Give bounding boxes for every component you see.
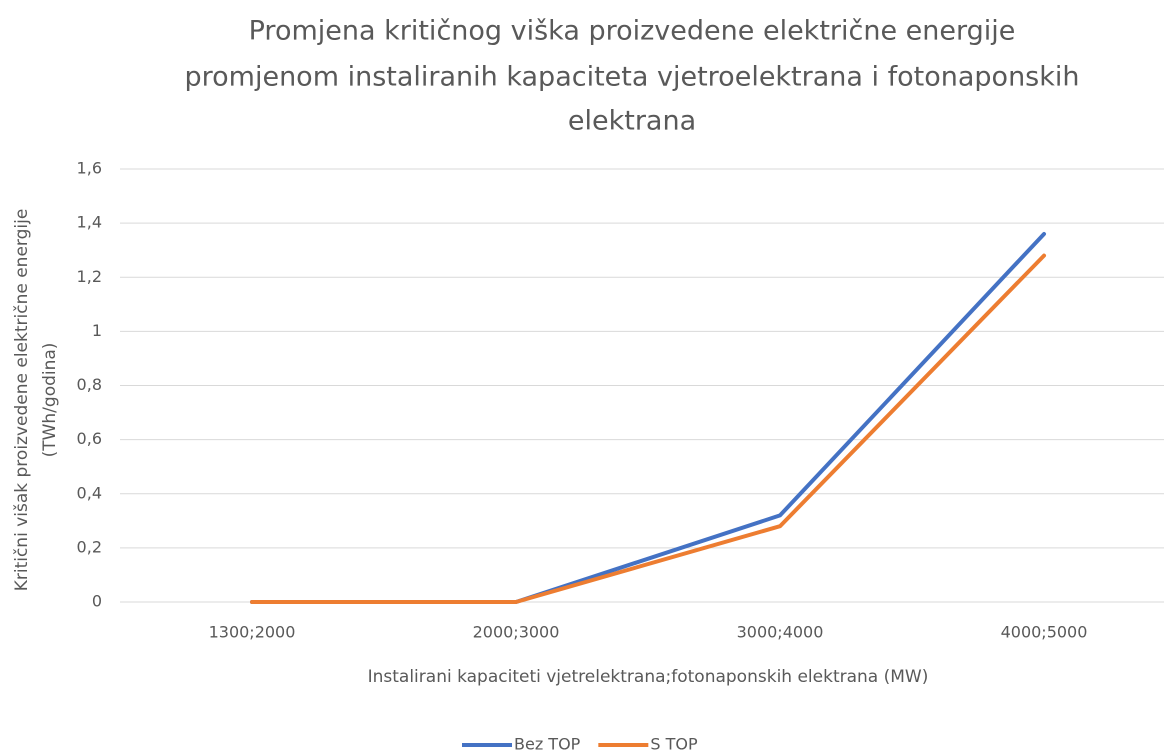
y-tick-label: 0,2 (77, 537, 102, 556)
y-tick-label: 0,4 (77, 483, 102, 502)
x-tick-label: 4000;5000 (1001, 623, 1088, 642)
legend-label: Bez TOP (514, 735, 581, 752)
y-tick-label: 0 (92, 592, 102, 611)
data-line (250, 253, 1046, 604)
y-tick-label: 1,4 (77, 213, 102, 232)
x-tick-label: 3000;4000 (737, 623, 824, 642)
y-tick-label: 1 (92, 321, 102, 340)
y-axis-title: Kritični višak proizvedene električne en… (12, 209, 32, 592)
chart-title: elektrana (568, 106, 696, 137)
y-tick-label: 0,8 (77, 375, 102, 394)
y-tick-label: 0,6 (77, 429, 102, 448)
chart-title: Promjena kritičnog viška proizvedene ele… (249, 16, 1016, 47)
x-axis-title: Instalirani kapaciteti vjetrelektrana;fo… (368, 667, 929, 687)
data-line (250, 231, 1046, 604)
x-tick-label: 2000;3000 (473, 623, 560, 642)
chart-title: promjenom instaliranih kapaciteta vjetro… (184, 62, 1079, 93)
y-tick-label: 1,6 (77, 159, 102, 178)
y-tick-label: 1,2 (77, 267, 102, 286)
x-tick-label: 1300;2000 (209, 623, 296, 642)
y-axis-title: (TWh/godina) (40, 343, 60, 458)
legend-label: S TOP (650, 735, 698, 752)
